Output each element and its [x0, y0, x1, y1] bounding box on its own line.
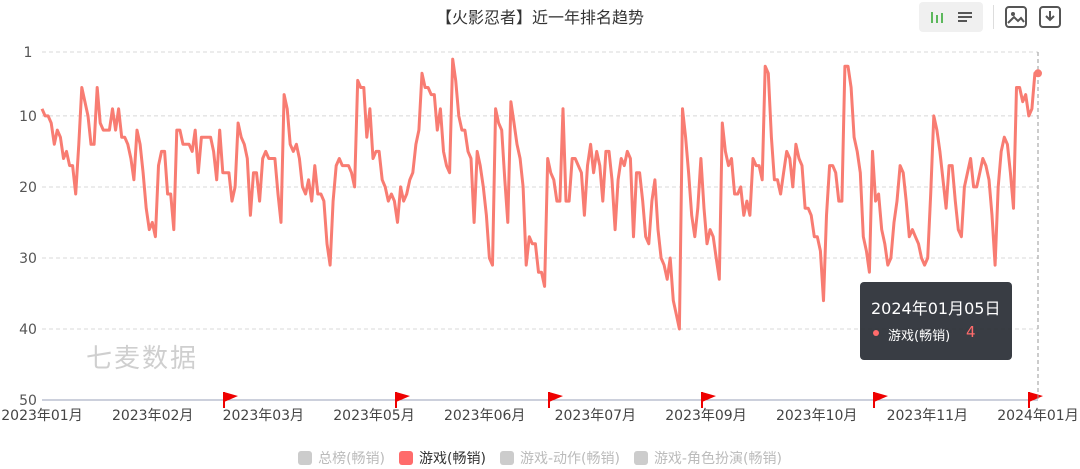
tooltip-series-marker — [873, 330, 879, 336]
legend-label: 总榜(畅销) — [318, 451, 386, 467]
chart-toolbar — [919, 2, 1062, 32]
tooltip: 2024年01月05日 游戏(畅销) 4 — [860, 282, 1012, 360]
y-tick-label: 30 — [19, 251, 37, 267]
watermark: 七麦数据 — [86, 344, 199, 374]
x-tick-label: 2023年11月 — [887, 408, 968, 424]
x-tick-label: 2023年09月 — [665, 408, 746, 424]
legend-label: 游戏-角色扮演(畅销) — [653, 451, 782, 467]
tooltip-value: 4 — [966, 323, 976, 341]
x-tick-label: 2023年07月 — [555, 408, 636, 424]
event-flag-icon — [548, 392, 563, 408]
event-flags — [223, 392, 1043, 408]
y-tick-label: 1 — [24, 45, 33, 61]
y-tick-label: 50 — [19, 393, 37, 409]
legend-swatch — [499, 451, 514, 465]
series-lines — [40, 57, 1038, 331]
list-icon[interactable] — [953, 5, 977, 29]
event-flag-icon — [223, 392, 238, 408]
legend-swatch — [399, 451, 414, 465]
legend-label: 游戏(畅销) — [419, 451, 486, 467]
x-tick-label: 2024年01月 — [997, 408, 1078, 424]
tooltip-series-name: 游戏(畅销) — [888, 329, 951, 344]
grid-lines — [42, 51, 1038, 330]
legend-item[interactable]: 游戏-动作(畅销) — [499, 448, 620, 468]
bar-chart-icon[interactable] — [925, 5, 949, 29]
legend-item[interactable]: 总榜(畅销) — [298, 448, 385, 468]
legend-label: 游戏-动作(畅销) — [519, 451, 620, 467]
event-flag-icon — [1028, 392, 1043, 408]
y-tick-label: 20 — [19, 180, 37, 196]
legend-swatch — [298, 451, 313, 465]
cursor-point — [1034, 69, 1042, 78]
event-flag-icon — [395, 392, 410, 408]
y-tick-label: 10 — [19, 109, 37, 125]
toolbar-divider — [993, 5, 994, 29]
event-flag-icon — [873, 392, 888, 408]
view-toggle — [919, 2, 983, 32]
y-tick-label: 40 — [19, 322, 37, 338]
y-axis: 1 10 20 30 40 50 — [19, 45, 37, 409]
legend-item[interactable]: 游戏(畅销) — [399, 448, 486, 468]
x-tick-label: 2023年02月 — [112, 408, 193, 424]
download-icon[interactable] — [1038, 5, 1062, 29]
tooltip-date: 2024年01月05日 — [871, 299, 1001, 318]
legend-swatch — [633, 451, 648, 465]
hover-cursor — [1034, 52, 1042, 400]
x-axis: 2023年01月 2023年02月 2023年03月 2023年05月 2023年06月… — [1, 399, 1079, 424]
x-tick-label: 2023年06月 — [444, 408, 525, 424]
x-tick-label: 2023年05月 — [333, 408, 414, 424]
x-tick-label: 2023年03月 — [223, 408, 304, 424]
event-flag-icon — [701, 392, 716, 408]
image-icon[interactable] — [1004, 5, 1028, 29]
x-tick-label: 2023年01月 — [1, 408, 82, 424]
series-line-youxi-changxiao — [40, 57, 1038, 331]
x-tick-label: 2023年10月 — [776, 408, 857, 424]
legend-item[interactable]: 游戏-角色扮演(畅销) — [633, 448, 782, 468]
chart-title: 【火影忍者】近一年排名趋势 — [435, 8, 644, 27]
legend: 总榜(畅销) 游戏(畅销) 游戏-动作(畅销) 游戏-角色扮演(畅销) — [0, 448, 1080, 468]
